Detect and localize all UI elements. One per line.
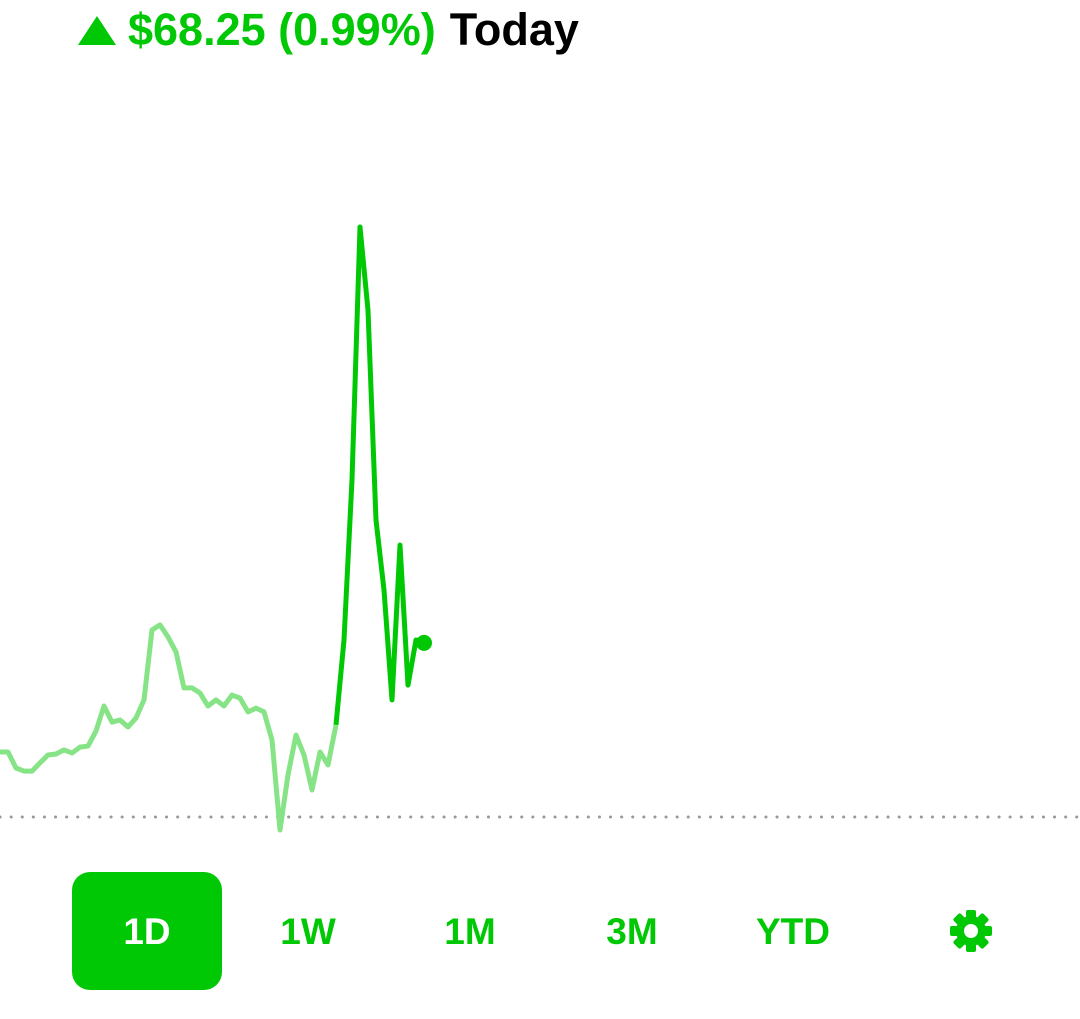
range-button[interactable]: 1W <box>280 911 336 952</box>
range-buttons: 1D 1W 1M 3M YTD <box>72 872 830 990</box>
gear-hole <box>964 924 978 938</box>
range-label: 3M <box>606 911 657 952</box>
range-button[interactable]: 1D <box>72 872 222 990</box>
up-arrow <box>78 16 116 45</box>
range-button[interactable]: YTD <box>756 911 830 952</box>
plot <box>0 224 432 833</box>
price-line <box>0 622 339 833</box>
range-button[interactable]: 1M <box>444 911 495 952</box>
current-price-dot <box>416 634 432 651</box>
header: $68.25 (0.99%) Today <box>128 4 579 55</box>
price-line <box>333 224 425 726</box>
settings-button[interactable] <box>950 910 992 952</box>
range-button[interactable]: 3M <box>606 911 657 952</box>
range-label: 1M <box>444 911 495 952</box>
range-label: 1W <box>280 911 336 952</box>
range-label: YTD <box>756 911 830 952</box>
range-label: 1D <box>123 911 170 952</box>
period-label: Today <box>450 4 579 55</box>
change-label: $68.25 (0.99%) <box>128 4 436 55</box>
selected-background <box>72 872 222 990</box>
